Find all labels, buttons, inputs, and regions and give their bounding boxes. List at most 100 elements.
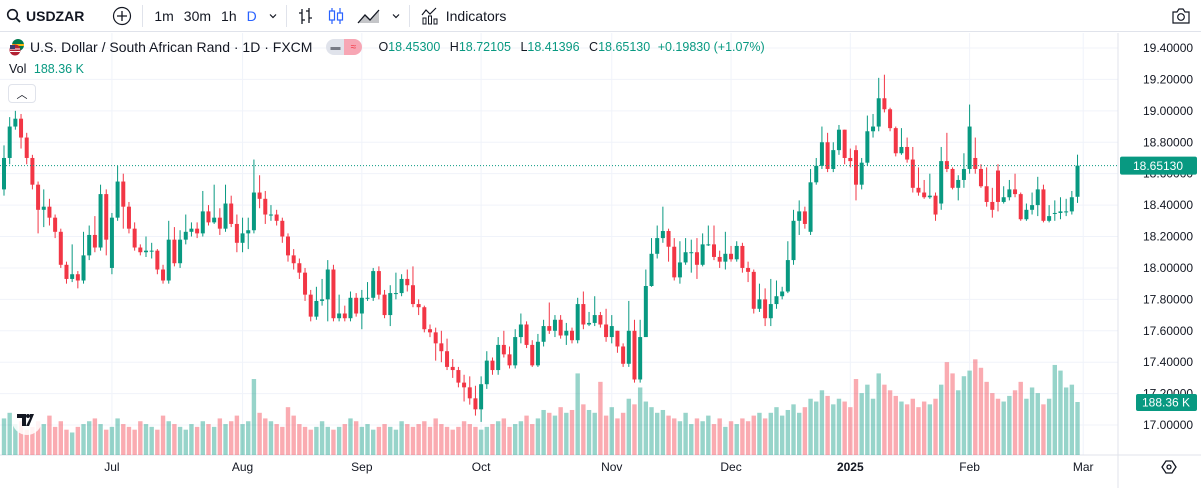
volume-bar [160, 415, 166, 455]
candle-body [428, 329, 432, 333]
volume-bar [109, 426, 115, 455]
bar-chart-type-button[interactable] [291, 0, 321, 32]
interval-1h[interactable]: 1h [221, 7, 237, 24]
candle-body [297, 263, 302, 273]
low-label: L [520, 40, 528, 54]
candle [337, 294, 342, 322]
volume-bar [138, 421, 143, 455]
candle-body [865, 131, 870, 163]
candles-icon [328, 7, 343, 24]
candle [922, 179, 927, 199]
interval-D[interactable]: D [246, 7, 257, 24]
volume-bar [842, 401, 847, 455]
candle-body [87, 234, 92, 256]
volume-bar [81, 424, 86, 455]
candle [751, 269, 756, 314]
divider [285, 4, 287, 27]
candle [518, 313, 523, 344]
candle [234, 214, 239, 253]
volume-bar [1058, 370, 1063, 455]
open-label: O [378, 40, 389, 54]
volume-bar [706, 415, 711, 455]
volume-bar [325, 426, 330, 455]
divider [142, 4, 144, 27]
candle-body [178, 239, 183, 264]
settings-gear-icon[interactable] [1161, 460, 1177, 474]
volume-bar [416, 424, 421, 455]
candle [893, 126, 898, 157]
area-chart-type-button[interactable] [351, 0, 387, 32]
candle [75, 271, 80, 289]
candle-body [859, 162, 864, 185]
chevron-up-icon: ︿ [16, 88, 28, 101]
candle-body [496, 344, 501, 371]
candle [24, 132, 29, 165]
candle-body [535, 341, 540, 366]
chevron-down-icon [269, 13, 277, 18]
candle [780, 286, 785, 300]
volume-bar [200, 421, 205, 455]
candle-body [354, 297, 359, 314]
candles-chart-type-button[interactable] [321, 0, 351, 32]
volume-bar [973, 359, 978, 455]
candle-body [717, 256, 722, 262]
candle [388, 285, 393, 327]
snapshot-button[interactable] [1165, 0, 1197, 32]
market-status-pill[interactable]: ▬ ≈ [326, 39, 363, 55]
candle-body [581, 304, 586, 325]
volume-bar [899, 401, 904, 455]
candle-body [541, 326, 546, 342]
minus-icon: ▬ [326, 39, 345, 55]
candle-body [393, 293, 398, 295]
volume-bar [280, 426, 285, 455]
volume-bar [785, 409, 791, 455]
price-chart[interactable]: 19.4000019.2000019.0000018.8000018.60000… [0, 33, 1201, 488]
volume-bar [104, 429, 109, 455]
candle-body [490, 360, 495, 371]
candle-body [677, 262, 682, 278]
tradingview-logo[interactable] [12, 405, 42, 435]
candle [70, 244, 75, 283]
volume-bar [547, 412, 552, 455]
candle-body [183, 231, 188, 240]
indicators-button[interactable]: Indicators [414, 0, 513, 32]
volume-bar [41, 424, 46, 455]
candle-body [308, 294, 313, 317]
candle [1075, 154, 1080, 203]
candle [1069, 190, 1074, 215]
volume-bar [268, 421, 274, 455]
candle-body [41, 206, 46, 210]
volume-bar [490, 424, 495, 455]
volume-bar [814, 401, 819, 455]
candle-body [530, 344, 535, 366]
candle [655, 225, 660, 259]
indicators-label: Indicators [445, 7, 507, 24]
interval-30m[interactable]: 30m [183, 7, 212, 24]
candle-body [871, 126, 876, 132]
chart-type-dropdown[interactable] [387, 0, 405, 32]
candle [473, 385, 478, 416]
volume-bar [859, 393, 864, 455]
symbol-search-button[interactable]: USDZAR [0, 0, 90, 32]
volume-bar [291, 415, 296, 455]
volume-bar [598, 381, 603, 455]
currency-flags-icon [9, 39, 24, 56]
chart-title[interactable]: U.S. Dollar / South African Rand · 1D · … [30, 39, 313, 55]
candle-body [808, 182, 813, 232]
candle [212, 184, 217, 224]
volume-bar [819, 390, 825, 455]
volume-bar [916, 407, 921, 455]
interval-1m[interactable]: 1m [154, 7, 174, 24]
volume-bar [728, 421, 734, 455]
volume-bar [467, 424, 472, 455]
interval-dropdown[interactable] [264, 0, 282, 32]
collapse-legend-button[interactable]: ︿ [8, 84, 36, 103]
volume-bar [552, 415, 558, 455]
volume-bar [1041, 404, 1046, 455]
candle [587, 311, 592, 327]
compare-symbol-button[interactable] [106, 0, 138, 32]
candle [365, 282, 370, 301]
approx-icon: ≈ [344, 39, 363, 55]
candle-body [518, 324, 523, 338]
symbol-name: USDZAR [26, 7, 85, 24]
